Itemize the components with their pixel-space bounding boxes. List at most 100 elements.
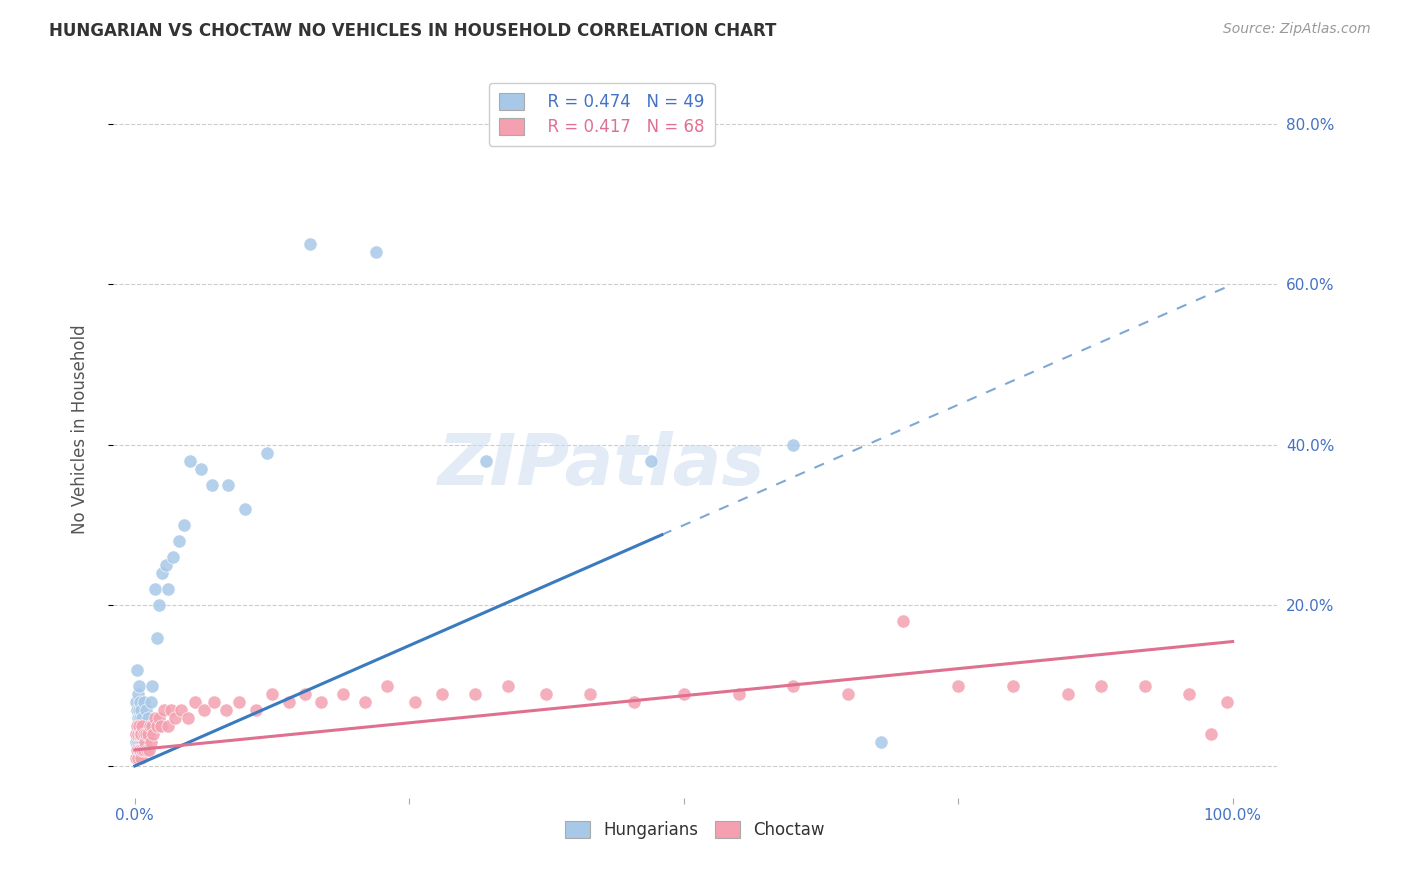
Point — [141, 679, 163, 693]
Point — [672, 687, 695, 701]
Text: HUNGARIAN VS CHOCTAW NO VEHICLES IN HOUSEHOLD CORRELATION CHART: HUNGARIAN VS CHOCTAW NO VEHICLES IN HOUS… — [49, 22, 776, 40]
Point — [131, 703, 153, 717]
Point — [129, 743, 152, 757]
Point — [141, 735, 163, 749]
Point — [138, 743, 160, 757]
Point — [134, 719, 156, 733]
Point — [190, 462, 212, 476]
Point — [294, 687, 316, 701]
Point — [432, 687, 454, 701]
Point — [536, 687, 558, 701]
Point — [132, 727, 155, 741]
Point — [125, 727, 148, 741]
Point — [228, 695, 250, 709]
Point — [128, 719, 150, 733]
Point — [160, 703, 183, 717]
Point — [128, 703, 150, 717]
Point — [155, 558, 177, 573]
Point — [366, 245, 388, 260]
Point — [579, 687, 602, 701]
Point — [782, 679, 804, 693]
Text: Source: ZipAtlas.com: Source: ZipAtlas.com — [1223, 22, 1371, 37]
Point — [127, 711, 149, 725]
Point — [150, 719, 173, 733]
Point — [131, 711, 153, 725]
Point — [245, 703, 267, 717]
Point — [256, 446, 278, 460]
Point — [127, 727, 149, 741]
Point — [179, 454, 201, 468]
Point — [145, 631, 167, 645]
Point — [142, 727, 165, 741]
Point — [139, 719, 162, 733]
Point — [167, 534, 190, 549]
Point — [131, 727, 153, 741]
Point — [233, 502, 256, 516]
Point — [1177, 687, 1199, 701]
Point — [165, 711, 187, 725]
Point — [215, 703, 238, 717]
Point — [201, 478, 224, 492]
Legend:   R = 0.474   N = 49,   R = 0.417   N = 68: R = 0.474 N = 49, R = 0.417 N = 68 — [489, 83, 714, 145]
Point — [496, 679, 519, 693]
Point — [299, 237, 322, 252]
Point — [141, 695, 163, 709]
Point — [138, 727, 160, 741]
Point — [202, 695, 225, 709]
Point — [332, 687, 354, 701]
Point — [132, 743, 155, 757]
Point — [128, 727, 150, 741]
Point — [135, 703, 157, 717]
Point — [153, 703, 176, 717]
Point — [184, 695, 207, 709]
Point — [193, 703, 215, 717]
Point — [125, 695, 148, 709]
Point — [1090, 679, 1112, 693]
Point — [129, 695, 152, 709]
Point — [156, 582, 179, 597]
Point — [162, 550, 184, 565]
Point — [1199, 727, 1222, 741]
Point — [127, 735, 149, 749]
Point — [135, 727, 157, 741]
Point — [173, 518, 195, 533]
Point — [134, 735, 156, 749]
Point — [464, 687, 486, 701]
Point — [129, 727, 152, 741]
Point — [311, 695, 333, 709]
Point — [475, 454, 498, 468]
Point — [170, 703, 193, 717]
Point — [640, 454, 662, 468]
Point — [129, 711, 152, 725]
Point — [135, 727, 157, 741]
Point — [125, 735, 148, 749]
Point — [946, 679, 969, 693]
Point — [128, 743, 150, 757]
Text: ZIPatlas: ZIPatlas — [437, 431, 765, 500]
Point — [145, 719, 167, 733]
Point — [148, 711, 170, 725]
Point — [131, 727, 153, 741]
Point — [870, 735, 893, 749]
Point — [217, 478, 239, 492]
Point — [156, 719, 179, 733]
Point — [129, 735, 152, 749]
Point — [1002, 679, 1025, 693]
Point — [277, 695, 299, 709]
Point — [837, 687, 859, 701]
Point — [143, 582, 166, 597]
Point — [891, 615, 914, 629]
Point — [176, 711, 198, 725]
Point — [125, 751, 148, 765]
Point — [131, 751, 153, 765]
Point — [132, 695, 155, 709]
Point — [136, 711, 159, 725]
Point — [125, 743, 148, 757]
Point — [354, 695, 377, 709]
Point — [1133, 679, 1156, 693]
Point — [782, 438, 804, 452]
Point — [131, 719, 153, 733]
Point — [141, 719, 163, 733]
Point — [127, 687, 149, 701]
Point — [125, 719, 148, 733]
